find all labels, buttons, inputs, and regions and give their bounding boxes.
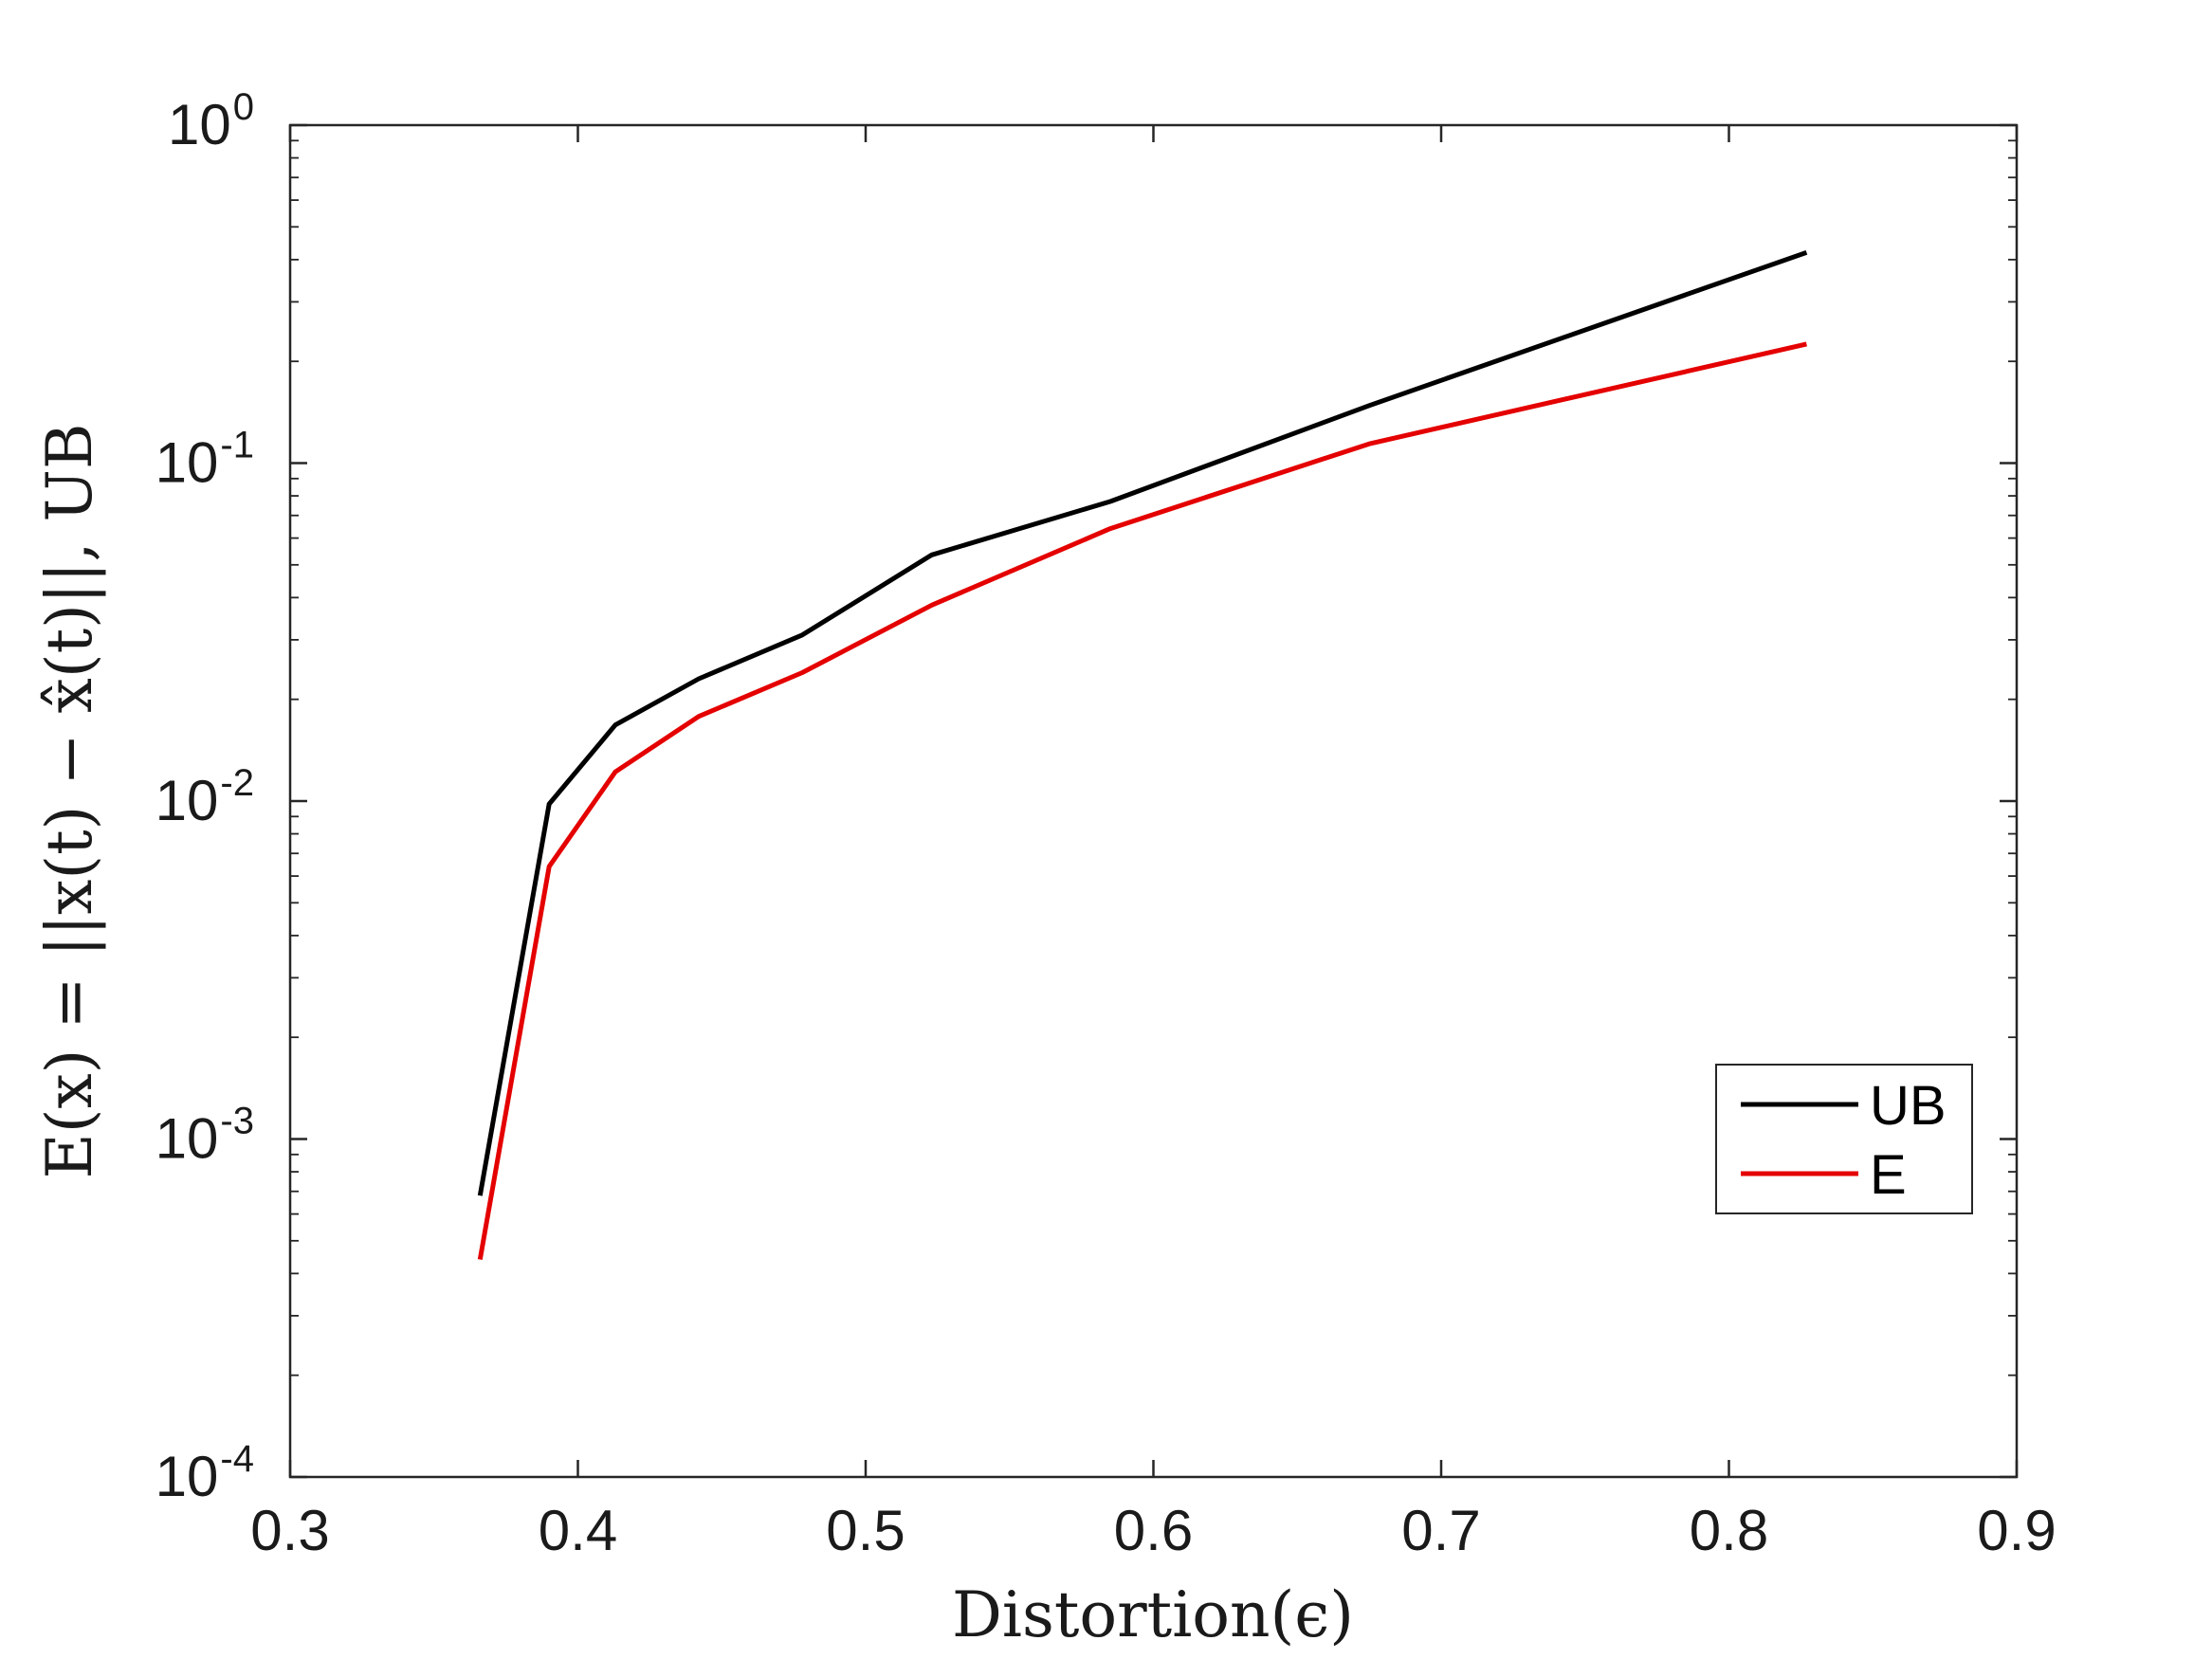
legend-box: [1715, 1064, 1973, 1214]
legend-label-e: E: [1870, 1144, 1907, 1206]
y-tick-labels: 010-110-210-310-410: [155, 86, 254, 1508]
x-tick-labels: 0.3 0.4 0.5 0.6 0.7 0.8 0.9: [250, 1499, 2056, 1562]
y-tick-label-0: 010: [168, 86, 254, 156]
legend-label-ub: UB: [1870, 1075, 1947, 1137]
y-tick-label-4: -410: [155, 1438, 254, 1508]
y-axis-title: E(x) = ||x(t) − x̂(t)||, UB: [33, 424, 106, 1179]
legend: UB E: [1715, 1064, 1973, 1214]
y-tick-label-1: -110: [155, 425, 254, 495]
x-tick-label-5: 0.8: [1690, 1499, 1768, 1562]
y-tick-label-3: -310: [155, 1101, 254, 1171]
y-tick-base-4: 10: [155, 1445, 219, 1508]
major-ticks: [288, 123, 2019, 1479]
y-tick-exponent-0: 0: [233, 86, 254, 128]
minor-ticks: [290, 139, 2017, 1376]
y-tick-base-3: 10: [155, 1107, 219, 1171]
series-layer: [477, 249, 1808, 1261]
series-line-e: [477, 341, 1807, 1261]
y-tick-exponent-4: -4: [220, 1438, 254, 1480]
series-line-ub: [477, 249, 1808, 1196]
y-tick-exponent-3: -3: [220, 1101, 254, 1142]
y-tick-exponent-1: -1: [220, 425, 254, 466]
x-axis-title: Distortion(ϵ): [952, 1578, 1354, 1651]
x-tick-label-0: 0.3: [250, 1499, 329, 1562]
x-tick-label-6: 0.9: [1977, 1499, 2056, 1562]
y-tick-exponent-2: -2: [220, 762, 254, 804]
y-tick-label-2: -210: [155, 762, 254, 832]
x-tick-label-3: 0.6: [1114, 1499, 1193, 1562]
y-tick-base-2: 10: [155, 769, 219, 832]
y-tick-base-0: 10: [168, 93, 231, 156]
y-tick-base-1: 10: [155, 431, 219, 495]
x-tick-label-1: 0.4: [539, 1499, 617, 1562]
plot-area: [288, 123, 2019, 1479]
x-tick-label-2: 0.5: [826, 1499, 905, 1562]
x-tick-label-4: 0.7: [1401, 1499, 1480, 1562]
